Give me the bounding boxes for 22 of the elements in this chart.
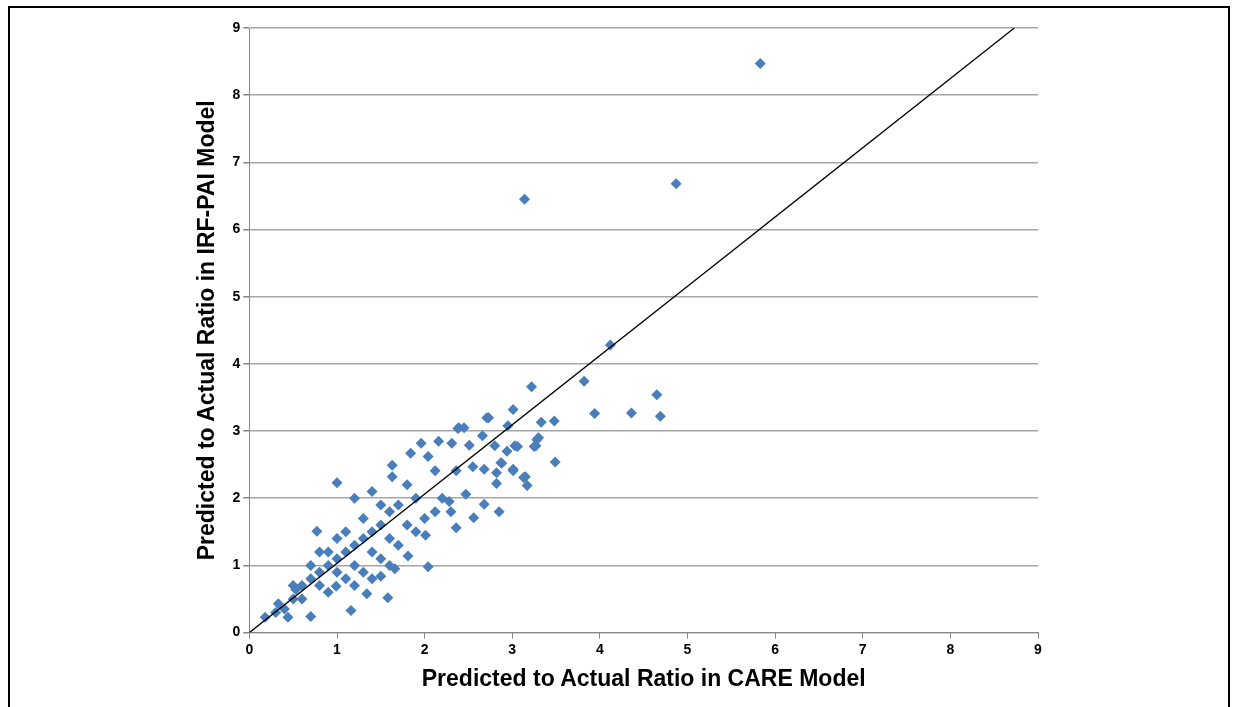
y-tick-label: 3	[232, 421, 241, 438]
y-tick-label: 2	[232, 489, 241, 506]
x-axis-title: Predicted to Actual Ratio in CARE Model	[421, 664, 866, 691]
x-tick-label: 0	[245, 640, 254, 657]
x-tick-label: 4	[595, 640, 604, 657]
y-tick-label: 1	[232, 556, 241, 573]
x-tick-label: 8	[946, 640, 955, 657]
y-tick-label: 0	[232, 623, 241, 640]
y-tick-label: 6	[232, 220, 241, 237]
x-tick-label: 2	[420, 640, 429, 657]
y-tick-label: 8	[232, 86, 241, 103]
y-tick-label: 7	[232, 153, 241, 170]
y-tick-label: 5	[232, 287, 241, 304]
x-tick-label: 3	[508, 640, 517, 657]
x-tick-label: 7	[858, 640, 867, 657]
y-tick-label: 9	[232, 18, 241, 35]
x-tick-label: 9	[1034, 640, 1043, 657]
y-tick-label: 4	[232, 354, 241, 371]
x-tick-label: 5	[683, 640, 692, 657]
x-tick-label: 6	[771, 640, 780, 657]
x-tick-label: 1	[333, 640, 342, 657]
y-axis-title: Predicted to Actual Ratio in IRF-PAI Model	[193, 100, 220, 561]
